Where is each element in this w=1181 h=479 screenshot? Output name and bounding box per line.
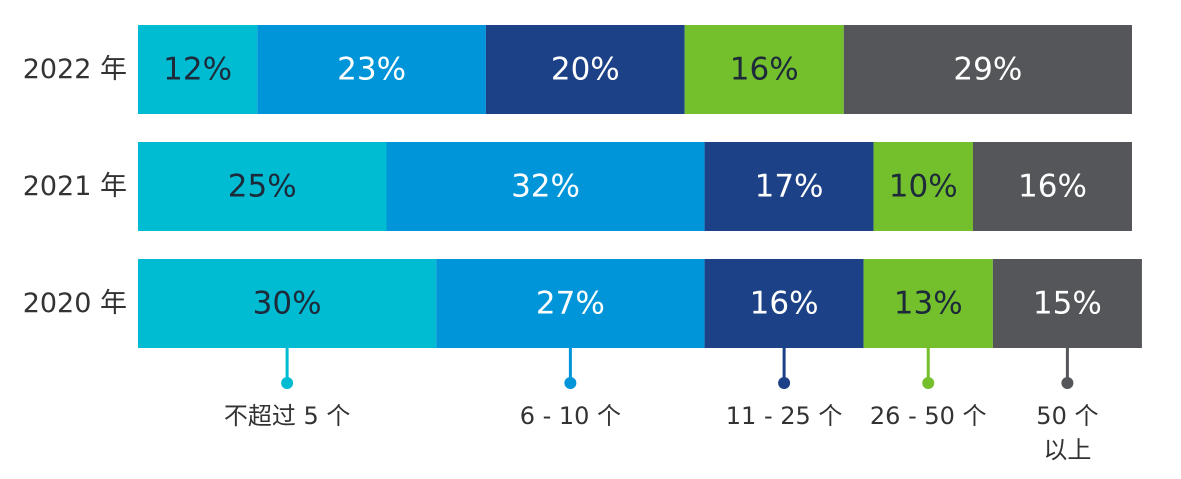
- data-label: 27%: [536, 286, 605, 322]
- bar-segment: [704, 259, 864, 348]
- legend-label: 不超过 5 个: [224, 402, 351, 430]
- legend-label: 以上: [1043, 436, 1091, 464]
- data-label: 20%: [551, 52, 620, 88]
- data-label: 16%: [750, 286, 819, 322]
- bar-segment: [257, 25, 486, 114]
- data-label: 30%: [253, 286, 322, 322]
- legend-marker: [922, 377, 935, 389]
- data-label: 32%: [511, 169, 580, 205]
- bar-segment: [386, 142, 705, 231]
- bar-segment: [863, 259, 993, 348]
- legend-label: 50 个: [1036, 402, 1098, 430]
- data-label: 23%: [337, 52, 406, 88]
- bar-segment: [138, 259, 437, 348]
- data-label: 17%: [755, 169, 824, 205]
- bar-segment: [485, 25, 685, 114]
- legend-marker: [1061, 377, 1074, 389]
- legend-marker: [778, 377, 791, 389]
- bar-segment: [436, 259, 705, 348]
- data-label: 13%: [894, 286, 963, 322]
- row-label: 2021 年: [23, 171, 127, 202]
- legend-label: 26 - 50 个: [870, 402, 987, 430]
- data-label: 12%: [163, 52, 232, 88]
- legend-marker: [564, 377, 577, 389]
- bar-segment: [972, 142, 1132, 231]
- bar-segment: [684, 25, 844, 114]
- data-label: 10%: [889, 169, 958, 205]
- data-label: 16%: [730, 52, 799, 88]
- legend-label: 6 - 10 个: [520, 402, 621, 430]
- data-label: 15%: [1033, 286, 1102, 322]
- bar-segment: [138, 25, 258, 114]
- row-label: 2020 年: [23, 288, 127, 319]
- bar-segment: [873, 142, 973, 231]
- bar-segment: [138, 142, 387, 231]
- legend-label: 11 - 25 个: [726, 402, 843, 430]
- bar-segment: [992, 259, 1142, 348]
- data-label: 29%: [953, 52, 1022, 88]
- bar-segment: [843, 25, 1132, 114]
- bar-segment: [704, 142, 874, 231]
- legend-marker: [281, 377, 294, 389]
- data-label: 25%: [228, 169, 297, 205]
- row-label: 2022 年: [23, 54, 127, 85]
- data-label: 16%: [1018, 169, 1087, 205]
